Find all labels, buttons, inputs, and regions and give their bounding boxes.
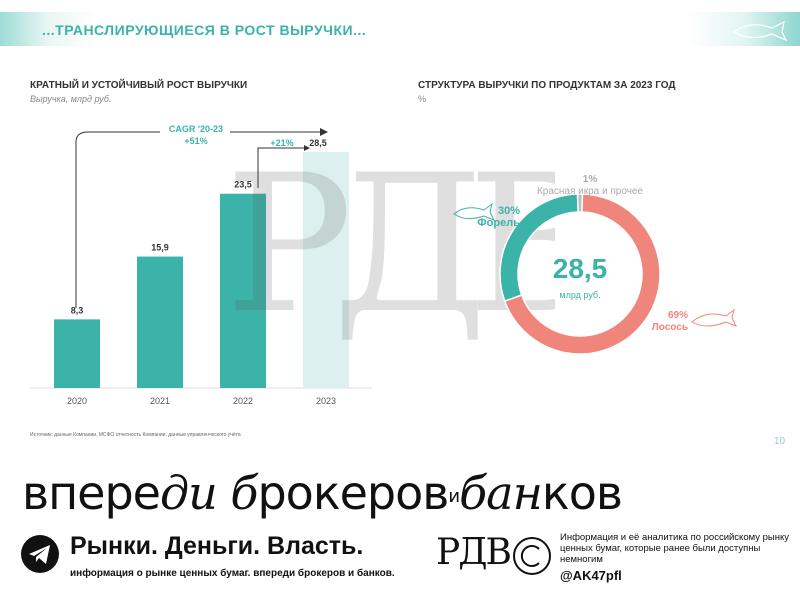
channel-handle[interactable]: @AK47pfl [560, 568, 622, 583]
copyright-icon [513, 537, 551, 575]
telegram-icon[interactable] [20, 534, 60, 574]
bar-2022 [220, 193, 266, 388]
slide-headline: ...ТРАНСЛИРУЮЩИЕСЯ В РОСТ ВЫРУЧКИ... [42, 22, 367, 38]
slogan-and: и [448, 486, 460, 507]
slogan-script: б [230, 466, 258, 520]
x-tick-label: 2023 [316, 396, 336, 406]
slogan-part: впере [22, 466, 161, 520]
slogan-part: ков [541, 466, 623, 520]
trout-fish-icon [453, 202, 496, 221]
bar-chart-unit: Выручка, млрд руб. [30, 94, 112, 104]
donut-center-label: млрд руб. [559, 290, 600, 300]
donut-chart-subtitle: СТРУКТУРА ВЫРУЧКИ ПО ПРОДУКТАМ ЗА 2023 Г… [418, 80, 676, 91]
page-number: 10 [774, 436, 786, 447]
bar-2020 [54, 319, 100, 388]
cagr-bracket-line [75, 131, 320, 308]
donut-chart-unit: % [418, 94, 427, 104]
donut-slice-1 [499, 193, 579, 303]
bar-value-label: 8,3 [71, 305, 84, 315]
slogan-script: ди [160, 466, 218, 520]
channel-title: Рынки. Деньги. Власть. [70, 532, 364, 560]
slice-label-caviar-name: Красная икра и прочее [537, 186, 644, 197]
salmon-fish-icon [691, 308, 738, 327]
donut-slice-0 [503, 193, 661, 355]
pdb-logo: PДB [436, 532, 512, 573]
fish-icon [732, 20, 788, 42]
bar-value-label: 15,9 [151, 243, 169, 253]
source-note: Источник: данные Компании, МСФО отчетнос… [30, 432, 241, 438]
x-tick-label: 2020 [67, 396, 87, 406]
promo-slogan: впереди брокеровибанков [22, 466, 623, 520]
bar-value-label: 23,5 [234, 180, 252, 190]
slogan-script: н [512, 466, 543, 520]
slice-label-trout-value: 30% [498, 205, 520, 217]
yoy-bracket-line [257, 147, 306, 188]
donut-center-value: 28,5 [553, 253, 608, 284]
cagr-label: CAGR '20-23 [169, 124, 223, 134]
channel-subtitle: информация о рынке ценных бумаг. впереди… [70, 568, 395, 579]
yoy-arrow-head [304, 145, 310, 151]
bar-2021 [137, 256, 183, 388]
revenue-structure-donut: 28,5 млрд руб. 1% Красная икра и прочее … [453, 174, 738, 355]
cagr-value: +51% [184, 136, 207, 146]
slogan-script: ба [459, 466, 514, 520]
revenue-bar-chart: 8,3 15,9 23,5 28,5 2020 2021 2022 2023 CAGR '2… [30, 120, 372, 406]
bar-chart-subtitle: КРАТНЫЙ И УСТОЙЧИВЫЙ РОСТ ВЫРУЧКИ [30, 80, 248, 91]
slice-label-salmon-value: 69% [668, 310, 688, 321]
header-banner [0, 12, 800, 46]
slogan-part: рокеров [257, 466, 449, 520]
slice-label-salmon-name: Лосось [652, 322, 688, 333]
svg-text:PДB: PДB [225, 150, 555, 350]
cagr-arrow-head [320, 128, 328, 136]
cagr-label-bg [160, 120, 230, 150]
watermark-logo: PДB [225, 150, 555, 350]
slice-label-trout-name: Форель [477, 217, 520, 229]
yoy-value: +21% [270, 138, 293, 148]
channel-description: Информация и её аналитика по российскому… [560, 532, 790, 565]
x-tick-label: 2021 [150, 396, 170, 406]
bar-value-label: 28,5 [309, 138, 327, 148]
bar-2023 [303, 152, 349, 388]
slice-label-caviar-value: 1% [583, 174, 598, 185]
x-tick-label: 2022 [233, 396, 253, 406]
